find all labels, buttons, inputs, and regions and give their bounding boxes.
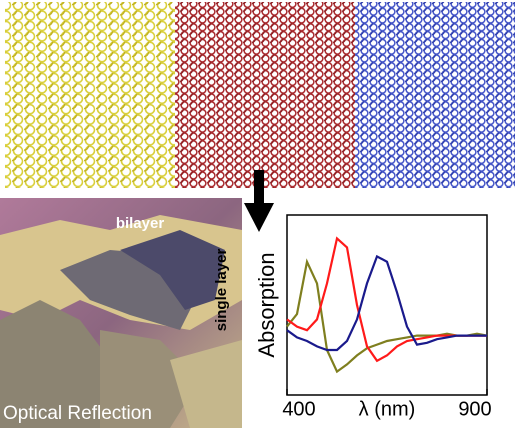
optical-image [0,198,242,428]
plot-frame [286,214,488,396]
x-tick-label: 400 [282,398,315,420]
lattice-image [5,2,515,188]
y-axis-label: Absorption [254,252,279,357]
image-label: single layer [213,249,230,332]
chart: λ (nm) Absorption 400 900 [254,214,492,420]
image-label: bilayer [116,215,165,232]
image-caption: Optical Reflection [3,403,152,424]
arrow [244,170,274,232]
x-axis-label: λ (nm) [359,398,416,420]
x-tick-label: 900 [458,398,491,420]
series-line [286,254,487,352]
